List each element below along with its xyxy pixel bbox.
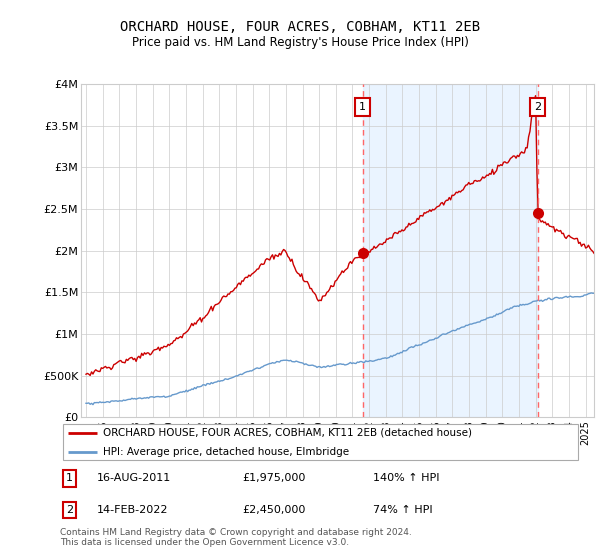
Text: 140% ↑ HPI: 140% ↑ HPI [373, 473, 440, 483]
Text: 1: 1 [66, 473, 73, 483]
Text: 2: 2 [534, 102, 541, 113]
Text: £2,450,000: £2,450,000 [242, 505, 306, 515]
Text: 2: 2 [66, 505, 73, 515]
Text: Contains HM Land Registry data © Crown copyright and database right 2024.
This d: Contains HM Land Registry data © Crown c… [60, 528, 412, 547]
Text: 16-AUG-2011: 16-AUG-2011 [97, 473, 171, 483]
Text: 74% ↑ HPI: 74% ↑ HPI [373, 505, 433, 515]
Text: £1,975,000: £1,975,000 [242, 473, 306, 483]
FancyBboxPatch shape [62, 424, 578, 460]
Text: HPI: Average price, detached house, Elmbridge: HPI: Average price, detached house, Elmb… [103, 447, 349, 457]
Bar [363, 84, 538, 417]
Text: Price paid vs. HM Land Registry's House Price Index (HPI): Price paid vs. HM Land Registry's House … [131, 36, 469, 49]
Text: ORCHARD HOUSE, FOUR ACRES, COBHAM, KT11 2EB (detached house): ORCHARD HOUSE, FOUR ACRES, COBHAM, KT11 … [103, 428, 472, 438]
Text: 14-FEB-2022: 14-FEB-2022 [97, 505, 168, 515]
Text: ORCHARD HOUSE, FOUR ACRES, COBHAM, KT11 2EB: ORCHARD HOUSE, FOUR ACRES, COBHAM, KT11 … [120, 20, 480, 34]
Text: 1: 1 [359, 102, 367, 113]
